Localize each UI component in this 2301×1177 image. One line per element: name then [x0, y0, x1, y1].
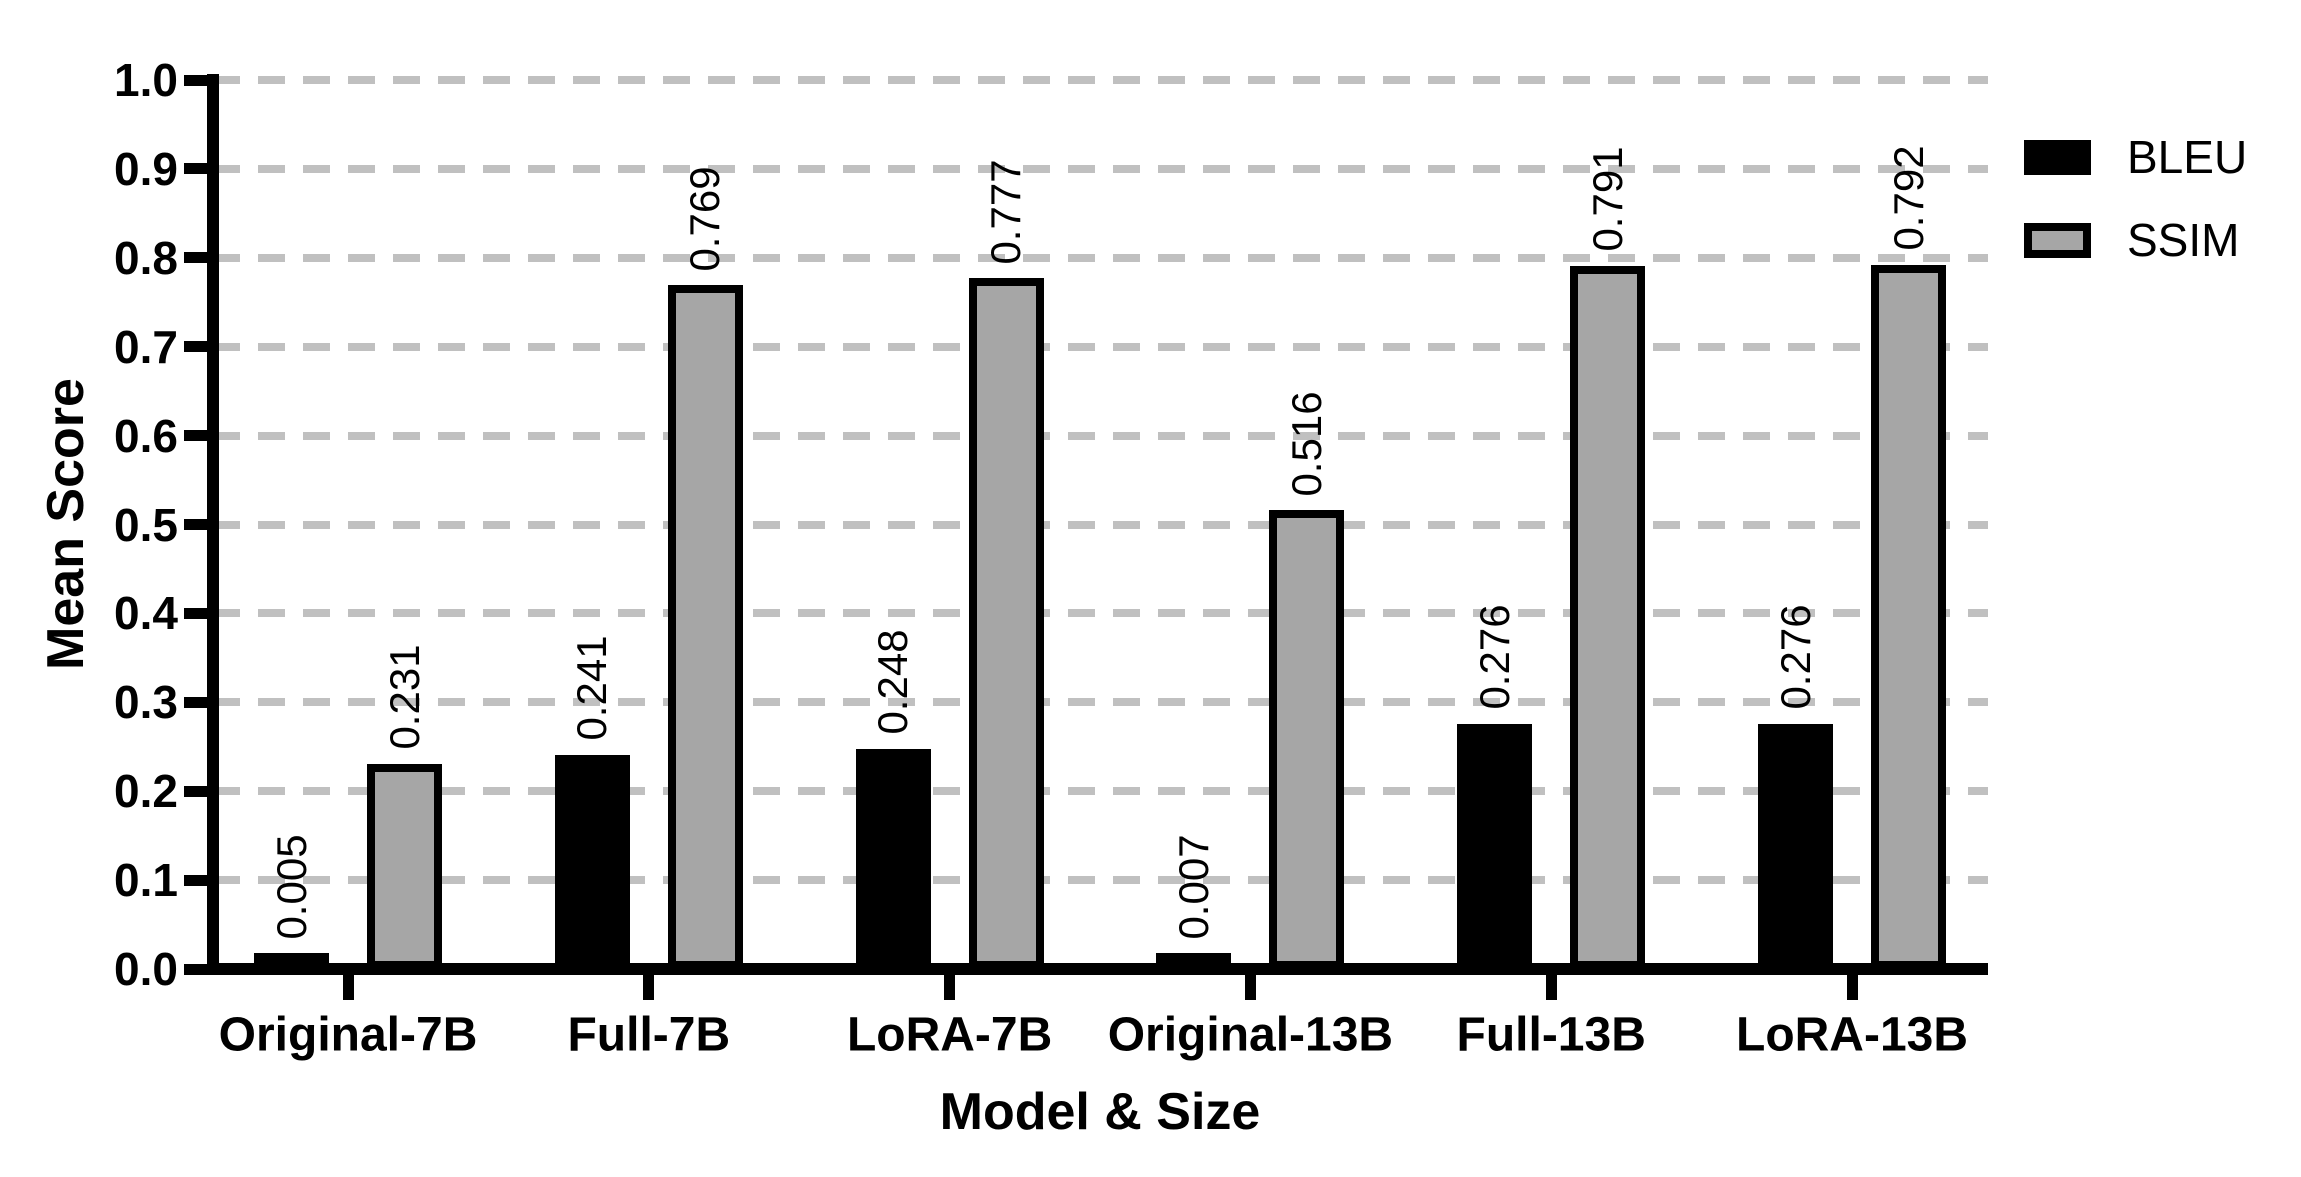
bar-bleu-full-13b — [1457, 723, 1533, 969]
legend-swatch-ssim — [2024, 222, 2091, 258]
legend-label-bleu: BLEU — [2127, 131, 2248, 183]
gridline-0.5 — [213, 520, 1988, 529]
bar-value-label-bleu-original-13b: 0.007 — [1169, 833, 1217, 940]
x-tick-lora-7b — [944, 975, 956, 1000]
bar-value-label-ssim-lora-13b: 0.792 — [1884, 145, 1932, 251]
x-tick-full-7b — [643, 975, 655, 1000]
x-tick-lora-13b — [1846, 975, 1858, 1000]
x-tick-label-full-13b: Full-13B — [1456, 1008, 1646, 1062]
y-tick-0.2 — [184, 785, 207, 797]
bar-value-label-bleu-full-13b: 0.276 — [1470, 604, 1518, 710]
bar-value-label-ssim-original-7b: 0.231 — [380, 644, 428, 750]
bar-value-label-ssim-lora-7b: 0.777 — [982, 159, 1030, 265]
y-tick-0.1 — [184, 874, 207, 886]
gridline-1.0 — [213, 76, 1988, 84]
x-tick-full-13b — [1545, 975, 1557, 1000]
y-tick-label: 0.4 — [114, 587, 178, 640]
y-tick-0.0 — [184, 963, 207, 975]
bar-ssim-full-7b — [667, 285, 743, 969]
y-tick-label: 0.8 — [114, 231, 178, 284]
bar-ssim-lora-13b — [1871, 264, 1946, 969]
bar-ssim-lora-7b — [968, 278, 1044, 969]
y-tick-label: 0.7 — [114, 320, 178, 373]
y-tick-0.3 — [184, 696, 207, 708]
bar-value-label-ssim-full-13b: 0.791 — [1583, 146, 1631, 252]
gridline-0.4 — [213, 609, 1988, 618]
bar-bleu-lora-7b — [855, 748, 931, 969]
x-tick-original-7b — [342, 975, 354, 1000]
y-tick-0.6 — [184, 430, 207, 442]
y-tick-1.0 — [184, 74, 207, 86]
y-tick-label: 0.0 — [114, 943, 178, 995]
y-tick-label: 0.2 — [114, 765, 178, 818]
x-axis-title: Model & Size — [939, 1083, 1261, 1141]
gridline-0.2 — [213, 787, 1988, 796]
y-tick-label: 0.1 — [114, 854, 178, 907]
bar-ssim-original-7b — [367, 763, 442, 969]
y-tick-label: 0.6 — [114, 409, 178, 462]
x-tick-label-lora-7b: LoRA-7B — [846, 1008, 1053, 1062]
gridline-0.1 — [213, 876, 1988, 885]
gridline-0.7 — [213, 342, 1988, 351]
gridline-0.6 — [213, 431, 1988, 440]
bar-bleu-lora-13b — [1758, 723, 1833, 969]
x-tick-original-13b — [1244, 975, 1256, 1000]
bar-value-label-bleu-full-7b: 0.241 — [568, 635, 616, 741]
bar-value-label-bleu-original-7b: 0.005 — [267, 833, 315, 940]
y-tick-0.8 — [184, 252, 207, 264]
bar-value-label-ssim-original-13b: 0.516 — [1282, 391, 1330, 497]
legend-item-bleu: BLEU — [2024, 130, 2247, 184]
bar-ssim-original-13b — [1269, 510, 1345, 969]
x-tick-label-original-7b: Original-7B — [218, 1008, 478, 1062]
x-tick-label-original-13b: Original-13B — [1107, 1008, 1394, 1062]
y-tick-label: 0.9 — [114, 142, 178, 195]
legend-label-ssim: SSIM — [2127, 214, 2240, 266]
y-tick-label: 1.0 — [114, 54, 178, 106]
x-tick-label-lora-13b: LoRA-13B — [1735, 1008, 1969, 1062]
y-tick-0.4 — [184, 607, 207, 619]
y-tick-0.9 — [184, 163, 207, 175]
gridline-0.8 — [213, 253, 1988, 262]
legend-swatch-bleu — [2024, 139, 2091, 175]
x-axis-line — [207, 963, 1988, 975]
legend-item-ssim: SSIM — [2024, 213, 2239, 267]
x-tick-label-full-7b: Full-7B — [567, 1008, 731, 1062]
bar-bleu-full-7b — [554, 754, 630, 969]
bar-value-label-bleu-lora-7b: 0.248 — [869, 629, 917, 735]
gridline-0.3 — [213, 698, 1988, 707]
y-tick-0.5 — [184, 519, 207, 530]
bar-ssim-full-13b — [1570, 265, 1646, 969]
gridline-0.9 — [213, 164, 1988, 173]
bar-value-label-bleu-lora-13b: 0.276 — [1771, 604, 1819, 710]
y-tick-label: 0.3 — [114, 676, 178, 729]
y-axis-title: Mean Score — [37, 378, 95, 670]
bar-value-label-ssim-full-7b: 0.769 — [681, 166, 729, 272]
y-axis-line — [207, 74, 219, 975]
y-tick-label: 0.5 — [114, 498, 178, 551]
y-tick-0.7 — [184, 341, 207, 353]
